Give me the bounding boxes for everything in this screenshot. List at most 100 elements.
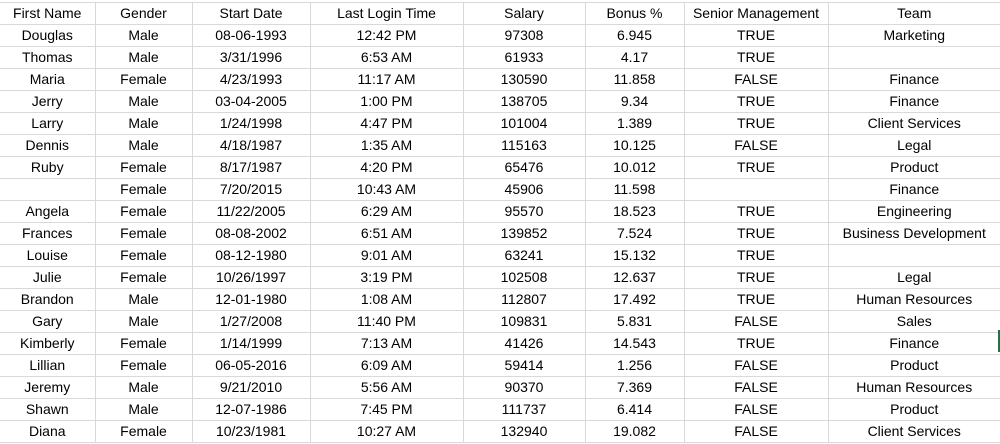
cell-team[interactable]: Legal	[828, 134, 1000, 157]
cell-start-date[interactable]: 08-08-2002	[192, 222, 311, 245]
cell-first-name[interactable]: Jerry	[0, 90, 96, 113]
cell-last-login-time[interactable]: 10:43 AM	[310, 178, 464, 201]
cell-senior-management[interactable]: TRUE	[684, 222, 829, 245]
cell-first-name[interactable]: Ruby	[0, 156, 96, 179]
cell-team[interactable]: Sales	[828, 310, 1000, 333]
cell-gender[interactable]: Female	[95, 266, 193, 289]
cell-team[interactable]: Product	[828, 398, 1000, 421]
cell-first-name[interactable]: Kimberly	[0, 332, 96, 355]
cell-last-login-time[interactable]: 11:17 AM	[310, 68, 464, 91]
cell-first-name[interactable]: Larry	[0, 112, 96, 135]
cell-first-name[interactable]	[0, 178, 96, 201]
cell-salary[interactable]: 115163	[463, 134, 586, 157]
cell-first-name[interactable]: Angela	[0, 200, 96, 223]
cell-senior-management[interactable]: TRUE	[684, 90, 829, 113]
cell-gender[interactable]: Male	[95, 134, 193, 157]
cell-salary[interactable]: 139852	[463, 222, 586, 245]
cell-bonus-pct[interactable]: 6.945	[585, 24, 685, 47]
cell-first-name[interactable]: Julie	[0, 266, 96, 289]
cell-gender[interactable]: Male	[95, 90, 193, 113]
cell-start-date[interactable]: 12-07-1986	[192, 398, 311, 421]
cell-senior-management[interactable]: TRUE	[684, 288, 829, 311]
column-header-last-login-time[interactable]: Last Login Time	[310, 2, 464, 25]
cell-salary[interactable]: 97308	[463, 24, 586, 47]
cell-salary[interactable]: 138705	[463, 90, 586, 113]
cell-bonus-pct[interactable]: 9.34	[585, 90, 685, 113]
cell-start-date[interactable]: 8/17/1987	[192, 156, 311, 179]
cell-salary[interactable]: 61933	[463, 46, 586, 69]
cell-last-login-time[interactable]: 12:42 PM	[310, 24, 464, 47]
cell-salary[interactable]: 130590	[463, 68, 586, 91]
cell-senior-management[interactable]: FALSE	[684, 420, 829, 443]
cell-first-name[interactable]: Lillian	[0, 354, 96, 377]
cell-senior-management[interactable]: FALSE	[684, 134, 829, 157]
cell-salary[interactable]: 65476	[463, 156, 586, 179]
cell-first-name[interactable]: Gary	[0, 310, 96, 333]
cell-last-login-time[interactable]: 6:29 AM	[310, 200, 464, 223]
cell-salary[interactable]: 132940	[463, 420, 586, 443]
cell-first-name[interactable]: Thomas	[0, 46, 96, 69]
cell-senior-management[interactable]: TRUE	[684, 200, 829, 223]
cell-start-date[interactable]: 4/23/1993	[192, 68, 311, 91]
cell-senior-management[interactable]: FALSE	[684, 376, 829, 399]
cell-first-name[interactable]: Diana	[0, 420, 96, 443]
cell-senior-management[interactable]: TRUE	[684, 46, 829, 69]
cell-bonus-pct[interactable]: 15.132	[585, 244, 685, 267]
cell-team[interactable]: Engineering	[828, 200, 1000, 223]
cell-gender[interactable]: Male	[95, 112, 193, 135]
cell-team[interactable]: Business Development	[828, 222, 1000, 245]
cell-last-login-time[interactable]: 11:40 PM	[310, 310, 464, 333]
column-header-salary[interactable]: Salary	[463, 2, 586, 25]
column-header-gender[interactable]: Gender	[95, 2, 193, 25]
cell-team[interactable]: Finance	[828, 90, 1000, 113]
cell-salary[interactable]: 90370	[463, 376, 586, 399]
cell-last-login-time[interactable]: 1:35 AM	[310, 134, 464, 157]
cell-last-login-time[interactable]: 4:47 PM	[310, 112, 464, 135]
cell-team[interactable]: Legal	[828, 266, 1000, 289]
cell-senior-management[interactable]: FALSE	[684, 310, 829, 333]
cell-start-date[interactable]: 9/21/2010	[192, 376, 311, 399]
cell-start-date[interactable]: 12-01-1980	[192, 288, 311, 311]
cell-first-name[interactable]: Jeremy	[0, 376, 96, 399]
cell-team[interactable]: Finance	[828, 68, 1000, 91]
cell-salary[interactable]: 41426	[463, 332, 586, 355]
cell-team[interactable]: Client Services	[828, 112, 1000, 135]
cell-bonus-pct[interactable]: 11.858	[585, 68, 685, 91]
cell-senior-management[interactable]: FALSE	[684, 398, 829, 421]
cell-salary[interactable]: 95570	[463, 200, 586, 223]
cell-start-date[interactable]: 06-05-2016	[192, 354, 311, 377]
cell-salary[interactable]: 111737	[463, 398, 586, 421]
cell-bonus-pct[interactable]: 4.17	[585, 46, 685, 69]
cell-senior-management[interactable]: TRUE	[684, 112, 829, 135]
cell-team[interactable]: Product	[828, 354, 1000, 377]
cell-last-login-time[interactable]: 10:27 AM	[310, 420, 464, 443]
cell-start-date[interactable]: 7/20/2015	[192, 178, 311, 201]
cell-first-name[interactable]: Louise	[0, 244, 96, 267]
cell-senior-management[interactable]	[684, 178, 829, 201]
cell-last-login-time[interactable]: 7:13 AM	[310, 332, 464, 355]
cell-last-login-time[interactable]: 3:19 PM	[310, 266, 464, 289]
cell-bonus-pct[interactable]: 17.492	[585, 288, 685, 311]
cell-gender[interactable]: Female	[95, 156, 193, 179]
cell-gender[interactable]: Female	[95, 222, 193, 245]
cell-team[interactable]: Finance	[828, 332, 1000, 355]
cell-bonus-pct[interactable]: 5.831	[585, 310, 685, 333]
cell-last-login-time[interactable]: 5:56 AM	[310, 376, 464, 399]
cell-salary[interactable]: 101004	[463, 112, 586, 135]
cell-gender[interactable]: Male	[95, 46, 193, 69]
cell-start-date[interactable]: 10/23/1981	[192, 420, 311, 443]
cell-gender[interactable]: Female	[95, 420, 193, 443]
cell-bonus-pct[interactable]: 10.125	[585, 134, 685, 157]
cell-senior-management[interactable]: TRUE	[684, 24, 829, 47]
cell-last-login-time[interactable]: 4:20 PM	[310, 156, 464, 179]
cell-bonus-pct[interactable]: 14.543	[585, 332, 685, 355]
cell-start-date[interactable]: 08-12-1980	[192, 244, 311, 267]
cell-last-login-time[interactable]: 9:01 AM	[310, 244, 464, 267]
cell-first-name[interactable]: Shawn	[0, 398, 96, 421]
cell-start-date[interactable]: 4/18/1987	[192, 134, 311, 157]
cell-bonus-pct[interactable]: 1.256	[585, 354, 685, 377]
cell-salary[interactable]: 109831	[463, 310, 586, 333]
cell-senior-management[interactable]: TRUE	[684, 332, 829, 355]
cell-start-date[interactable]: 03-04-2005	[192, 90, 311, 113]
cell-start-date[interactable]: 11/22/2005	[192, 200, 311, 223]
